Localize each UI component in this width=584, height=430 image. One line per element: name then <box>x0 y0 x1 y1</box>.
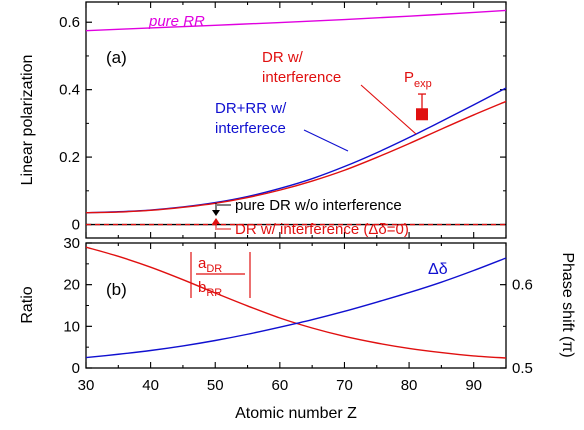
panel-b-ylabel-right: Phase shift (π) <box>559 252 576 357</box>
dr-zero-label: DR w/ interference (Δδ=0) <box>235 221 409 238</box>
panel-b-ytick-label: 30 <box>63 235 80 252</box>
panel-b-ytick-right-label: 0.5 <box>512 360 533 377</box>
panel-a-ytick-label: 0.2 <box>59 149 80 166</box>
dr-zero-arrowhead <box>212 218 220 224</box>
ratio-numerator: aDR <box>198 255 222 275</box>
drrr-label-arrow <box>303 129 349 152</box>
dr-label-line2: interference <box>262 69 341 86</box>
pexp-marker <box>416 108 428 121</box>
panel-a-line-1 <box>85 87 507 214</box>
panel-a-ticks: 0 0.2 0.4 0.6 <box>59 2 507 238</box>
ratio-legend: aDR bRR <box>190 252 251 299</box>
panel-a-frame <box>85 1 507 239</box>
panel-b-ytick-label: 10 <box>63 318 80 335</box>
xtick-label: 30 <box>78 377 95 394</box>
panel-b-series <box>85 246 507 359</box>
pexp-label: Pexp <box>404 69 432 90</box>
xtick-label: 70 <box>336 377 353 394</box>
panel-b-ytick-label: 20 <box>63 277 80 294</box>
ratio-denominator: bRR <box>198 279 222 299</box>
pure-rr-label: pure RR <box>148 13 205 30</box>
panel-a-line-2 <box>85 100 507 214</box>
xtick-label: 80 <box>401 377 418 394</box>
panel-b-line-1 <box>85 257 507 359</box>
delta-label: Δδ <box>428 261 448 278</box>
dr-label-line1: DR w/ <box>262 49 304 66</box>
drrr-label-line1: DR+RR w/ <box>215 100 287 117</box>
dr-label-arrow <box>360 84 417 135</box>
pure-dr-arrowhead <box>212 210 220 216</box>
xtick-label: 40 <box>142 377 159 394</box>
xtick-label: 50 <box>207 377 224 394</box>
panel-b-ticks: 0 10 20 30 0.5 0.6 30 40 50 60 70 80 90 <box>63 235 533 394</box>
panel-b-ytick-right-label: 0.6 <box>512 277 533 294</box>
panel-a-series <box>85 9 507 226</box>
xtick-label: 90 <box>465 377 482 394</box>
panel-a-ytick-label: 0.4 <box>59 82 80 99</box>
panel-a-ytick-label: 0.6 <box>59 14 80 31</box>
panel-b-ytick-label: 0 <box>72 360 80 377</box>
panel-a-label: (a) <box>106 48 127 67</box>
panel-b-label: (b) <box>106 280 127 299</box>
panel-a-line-0 <box>85 9 507 32</box>
panel-a-ytick-label: 0 <box>72 217 80 234</box>
pure-dr-label: pure DR w/o interference <box>235 197 402 214</box>
xlabel: Atomic number Z <box>235 405 357 422</box>
panel-a-ylabel: Linear polarization <box>19 55 36 186</box>
drrr-label-line2: interferece <box>215 120 286 137</box>
xtick-label: 60 <box>272 377 289 394</box>
panel-b-ylabel: Ratio <box>19 286 36 323</box>
